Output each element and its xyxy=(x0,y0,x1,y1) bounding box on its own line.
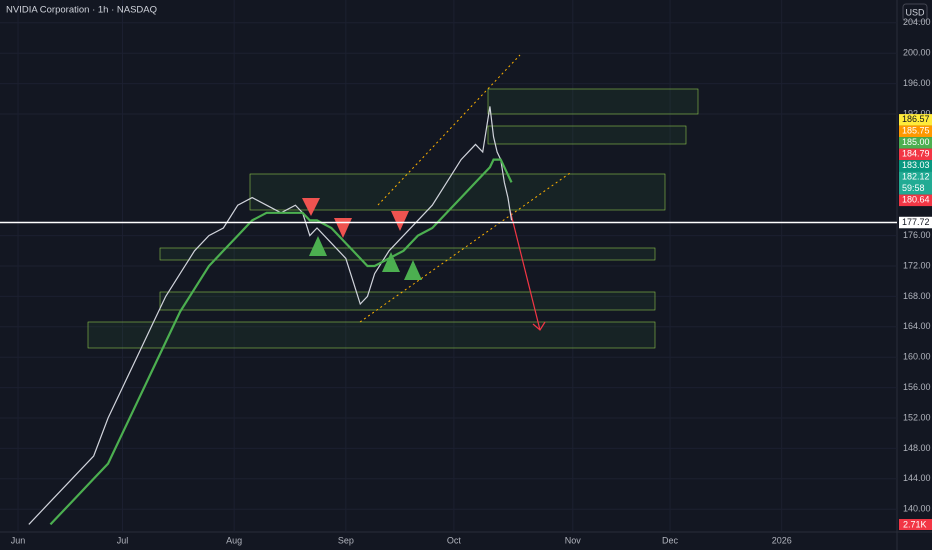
y-tick-label: 192.00 xyxy=(903,108,931,118)
price-label: 186.57 xyxy=(902,114,930,124)
y-tick-label: 196.00 xyxy=(903,78,931,88)
projection-arrow xyxy=(509,209,541,331)
y-tick-label: 168.00 xyxy=(903,291,931,301)
price-label-box xyxy=(899,148,932,161)
y-tick-label: 152.00 xyxy=(903,412,931,422)
y-tick-label: 140.00 xyxy=(903,504,931,514)
buy-marker xyxy=(404,260,422,280)
volume-label: 2.71K xyxy=(903,519,927,529)
price-label: 180.64 xyxy=(902,195,930,205)
zones xyxy=(87,88,699,349)
price-line xyxy=(28,106,513,525)
price-label: 183.03 xyxy=(902,160,930,170)
x-tick-label: Nov xyxy=(565,535,582,545)
zone xyxy=(249,173,666,211)
y-tick-label: 156.00 xyxy=(903,382,931,392)
x-tick-label: Oct xyxy=(447,535,462,545)
y-tick-label: 176.00 xyxy=(903,230,931,240)
price-line xyxy=(49,158,513,526)
price-label-box xyxy=(899,160,932,172)
buy-marker xyxy=(309,236,327,256)
zone xyxy=(159,247,656,261)
y-tick-label: 148.00 xyxy=(903,443,931,453)
price-label-box xyxy=(899,171,932,195)
x-tick-label: 2026 xyxy=(772,535,792,545)
x-tick-label: Dec xyxy=(662,535,679,545)
currency-button[interactable] xyxy=(902,3,928,22)
sell-marker xyxy=(391,211,409,231)
y-tick-label: 172.00 xyxy=(903,260,931,270)
y-tick-label: 144.00 xyxy=(903,473,931,483)
price-label-box xyxy=(899,194,932,207)
price-label-box xyxy=(899,114,932,126)
price-label: 184.79 xyxy=(902,149,930,159)
y-tick-label: 204.00 xyxy=(903,17,931,27)
x-tick-label: Jul xyxy=(117,535,129,545)
projection xyxy=(509,209,546,331)
sell-marker xyxy=(302,198,320,216)
price-label: 177.72 xyxy=(902,217,930,227)
x-tick-label: Jun xyxy=(11,535,26,545)
price-label-box xyxy=(899,137,932,149)
currency: USD xyxy=(905,7,925,17)
chart-title: NVIDIA Corporation · 1h · NASDAQ xyxy=(6,5,157,16)
price-label-box xyxy=(899,125,932,138)
zone xyxy=(487,125,687,145)
y-tick-label: 164.00 xyxy=(903,321,931,331)
y-tick-label: 160.00 xyxy=(903,352,931,362)
x-tick-label: Aug xyxy=(226,535,242,545)
zone xyxy=(87,321,656,349)
countdown: 59:58 xyxy=(902,183,925,193)
price-label-box xyxy=(899,216,932,229)
y-tick-label: 200.00 xyxy=(903,48,931,58)
price-label: 185.00 xyxy=(902,137,930,147)
zone xyxy=(487,88,699,115)
zone xyxy=(159,291,656,311)
volume-label-box xyxy=(899,519,932,530)
projection-arrow-head xyxy=(532,321,546,331)
price-label: 185.75 xyxy=(902,126,930,136)
price-label: 182.12 xyxy=(902,172,930,182)
buy-marker xyxy=(382,252,400,272)
x-tick-label: Sep xyxy=(338,535,354,545)
